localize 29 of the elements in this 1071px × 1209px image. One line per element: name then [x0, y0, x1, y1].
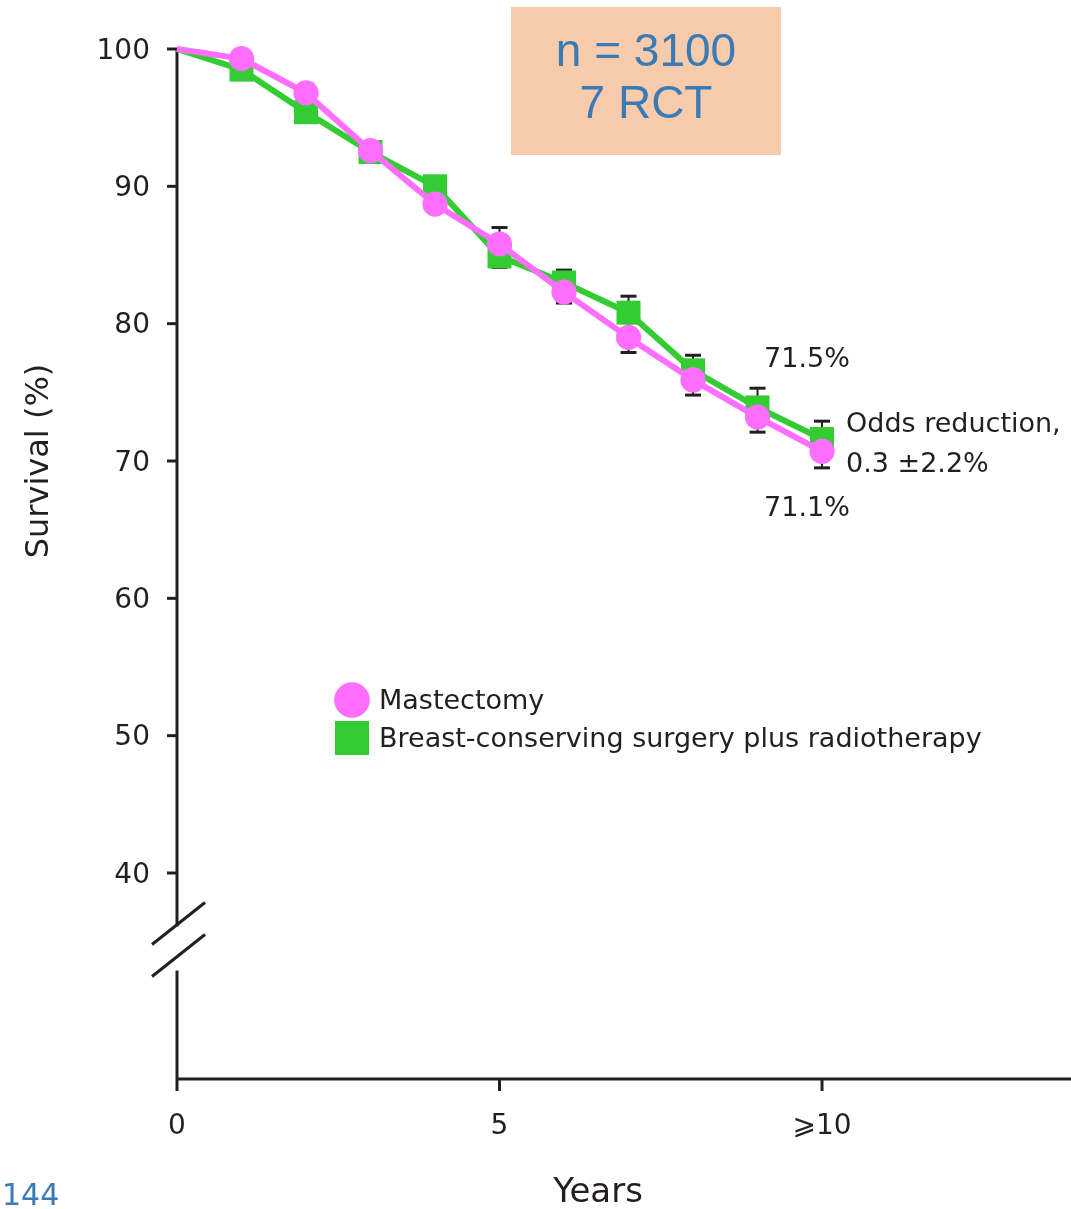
- y-axis-title: Survival (%): [18, 363, 56, 559]
- point: [486, 231, 513, 257]
- y-tick-label: 100: [96, 32, 150, 66]
- point: [422, 191, 448, 217]
- point: [616, 300, 641, 325]
- point: [551, 279, 577, 305]
- point: [809, 438, 835, 464]
- x-tick-label: 5: [490, 1108, 509, 1141]
- annotation: n = 3100 7 RCT: [555, 24, 737, 128]
- x-axis-title: Years: [552, 1170, 643, 1209]
- x-tick-label: ⩾10: [792, 1108, 852, 1141]
- point: [680, 367, 706, 393]
- y-tick-label: 70: [114, 444, 150, 478]
- y-tick-label: 50: [114, 719, 150, 753]
- x-tick-label: 0: [168, 1108, 186, 1141]
- legend-label: Mastectomy: [379, 684, 545, 716]
- y-tick-label: 60: [114, 582, 150, 616]
- point: [293, 80, 319, 106]
- y-tick-label: 80: [114, 307, 150, 341]
- point: [744, 404, 771, 430]
- point: [228, 46, 255, 72]
- legend-label: Breast-conserving surgery plus radiotherapy: [379, 722, 982, 754]
- annotation: Odds reduction, 0.3 ±2.2%: [846, 407, 1061, 478]
- text: 144: [2, 1177, 60, 1209]
- y-tick-label: 40: [114, 856, 150, 890]
- y-tick-label: 90: [114, 170, 150, 204]
- annotation: 71.1%: [764, 491, 850, 522]
- annotation: 71.5%: [764, 342, 850, 373]
- point: [615, 324, 642, 350]
